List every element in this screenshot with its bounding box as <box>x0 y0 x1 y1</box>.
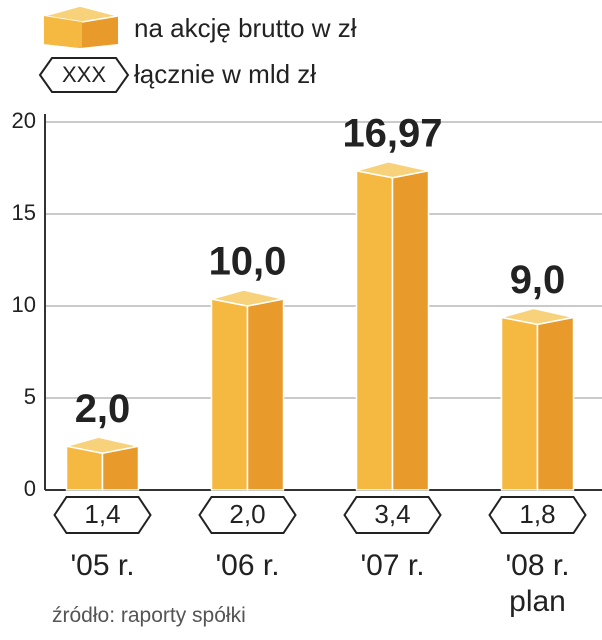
x-tick-label: '07 r. <box>360 549 425 582</box>
bar <box>500 307 575 491</box>
bar-left-face <box>355 169 394 491</box>
y-tick-label: 0 <box>24 476 36 501</box>
bar-right-face <box>391 169 430 491</box>
y-tick-label: 10 <box>12 292 36 317</box>
legend-swatch-top <box>43 5 119 23</box>
bar <box>65 436 140 491</box>
source: źródło: raporty spółki <box>52 604 246 627</box>
y-tick-label: 15 <box>12 200 36 225</box>
legend-label: na akcję brutto w zł <box>134 13 357 43</box>
legend-hexagon-label: XXX <box>62 62 106 87</box>
x-tick-label: '05 r. <box>70 549 135 582</box>
bar-top <box>501 307 574 326</box>
y-tick-label: 5 <box>24 384 36 409</box>
total-label: 1,8 <box>519 499 555 529</box>
bar-top <box>211 289 284 307</box>
bar-left-face <box>500 316 539 491</box>
bar-left-face <box>210 298 249 491</box>
legend-hexagon <box>38 57 130 93</box>
bar <box>210 289 285 491</box>
legend-label: łącznie w mld zł <box>134 59 316 89</box>
total-hexagon <box>343 496 442 534</box>
bar-top <box>356 160 429 179</box>
bar <box>355 160 430 491</box>
total-label: 3,4 <box>374 499 410 529</box>
legend: na akcję brutto w zł XXX łącznie w mld z… <box>38 5 357 93</box>
bar-right-face <box>246 298 285 491</box>
total-label: 2,0 <box>229 499 265 529</box>
total-hexagon <box>488 496 587 534</box>
bar-top <box>66 436 139 454</box>
total-label: 1,4 <box>84 499 120 529</box>
value-label: 16,97 <box>342 111 442 155</box>
total-hexagon <box>53 496 152 534</box>
x-tick-label: '06 r. <box>215 549 280 582</box>
x-tick-label: '08 r. plan <box>505 549 570 618</box>
total-hexagon <box>198 496 297 534</box>
legend-swatch-front <box>44 16 82 48</box>
value-label: 9,0 <box>510 258 566 302</box>
value-label: 2,0 <box>75 387 131 431</box>
y-tick-label: 20 <box>12 108 36 133</box>
value-label: 10,0 <box>209 240 287 284</box>
bar-right-face <box>536 316 575 491</box>
